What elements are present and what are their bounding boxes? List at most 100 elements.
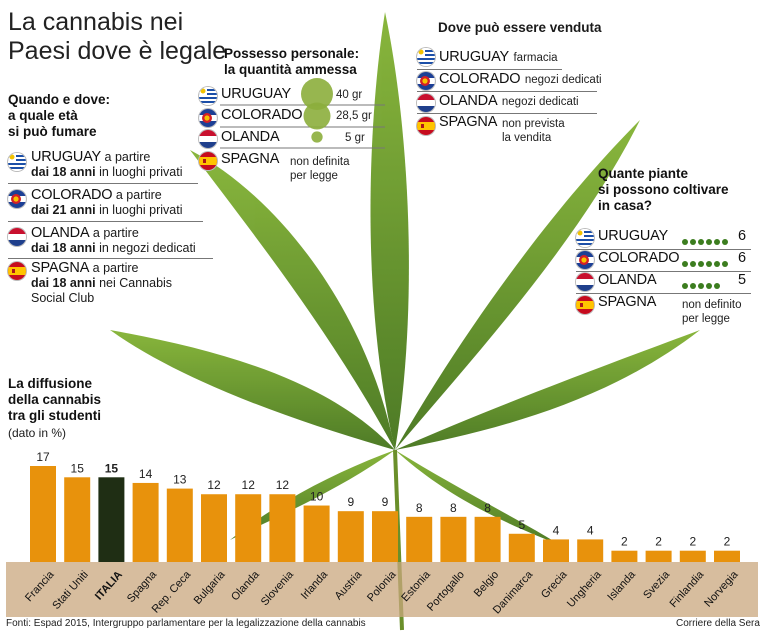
plant-dot — [706, 261, 712, 267]
spain-flag-icon — [417, 117, 435, 135]
bar-value-label: 2 — [689, 535, 696, 549]
bar-value-label: 12 — [207, 478, 221, 492]
category-band — [6, 562, 758, 617]
plants-value-olanda: 5 — [738, 272, 746, 288]
possession-value-uruguay: 40 gr — [336, 89, 363, 101]
plant-dot — [698, 261, 704, 267]
possession-country-spagna: SPAGNA — [221, 151, 280, 167]
plants-dots-uruguay — [682, 232, 730, 250]
sale-item-colorado: COLORADO negozi dedicati — [439, 71, 602, 87]
colorado-flag-icon — [417, 72, 435, 90]
bar-italia — [98, 477, 125, 562]
bar-value-label: 5 — [518, 518, 525, 532]
bar-bulgaria — [201, 494, 227, 562]
possession-country-uruguay: URUGUAY — [221, 86, 292, 102]
bar-danimarca — [508, 533, 535, 562]
plant-dot — [706, 239, 712, 245]
page-title: La cannabis nei Paesi dove è legale — [8, 8, 227, 65]
possession-bubble-uruguay — [301, 78, 333, 110]
plants-value-spagna: non definito per legge — [682, 299, 742, 325]
sale-item-olanda: OLANDA negozi dedicati — [439, 93, 579, 109]
bar-irlanda — [303, 505, 330, 562]
sources-note: Fonti: Espad 2015, Intergruppo parlament… — [6, 618, 366, 629]
uruguay-flag-icon — [576, 229, 594, 247]
bar-value-label: 15 — [105, 461, 119, 475]
sale-item-spagna: SPAGNA — [439, 114, 498, 130]
sale-note-spagna: non prevista la vendita — [502, 118, 565, 144]
bar-value-label: 8 — [416, 501, 423, 515]
chart-unit: (dato in %) — [8, 426, 67, 440]
bar-value-label: 4 — [553, 523, 560, 537]
plants-title: Quante piante si possono coltivare in ca… — [598, 166, 729, 213]
smoking-item-spagna: SPAGNA a partire dai 18 anni nei Cannabi… — [31, 260, 173, 306]
netherlands-flag-icon — [8, 228, 26, 246]
bar-slovenia — [269, 494, 296, 562]
plant-dot — [714, 283, 720, 289]
netherlands-flag-icon — [576, 273, 594, 291]
plant-dot — [698, 283, 704, 289]
bar-francia — [30, 466, 56, 562]
bar-value-label: 9 — [382, 495, 389, 509]
plants-dots-colorado — [682, 254, 730, 272]
bar-norvegia — [714, 550, 740, 562]
possession-bubble-olanda — [311, 131, 323, 143]
bar-svezia — [645, 550, 672, 562]
bar-grecia — [543, 539, 569, 562]
plant-dot — [714, 239, 720, 245]
plants-value-uruguay: 6 — [738, 228, 746, 244]
bar-ungheria — [577, 539, 604, 562]
possession-chart — [220, 78, 385, 149]
possession-value-colorado: 28,5 gr — [336, 110, 372, 122]
netherlands-flag-icon — [199, 130, 217, 148]
netherlands-flag-icon — [417, 94, 435, 112]
possession-country-olanda: OLANDA — [221, 129, 280, 145]
colorado-flag-icon — [8, 190, 26, 208]
plant-dot — [706, 283, 712, 289]
bar-austria — [337, 511, 364, 562]
possession-value-spagna: non definita per legge — [290, 156, 350, 182]
plant-dot — [714, 261, 720, 267]
bar-value-label: 12 — [242, 478, 256, 492]
chart-title: La diffusione della cannabis tra gli stu… — [8, 376, 102, 423]
plants-country-colorado: COLORADO — [598, 250, 680, 266]
smoking-item-olanda: OLANDA a partire dai 18 anni in negozi d… — [31, 225, 196, 256]
bar-value-label: 2 — [724, 535, 731, 549]
smoking-title: Quando e dove: a quale età si può fumare — [8, 92, 111, 139]
plant-dot — [698, 239, 704, 245]
spain-flag-icon — [576, 296, 594, 314]
plants-country-olanda: OLANDA — [598, 272, 657, 288]
bar-finlandia — [679, 550, 706, 562]
bar-value-label: 17 — [36, 450, 50, 464]
plant-dot — [690, 239, 696, 245]
possession-title: Possesso personale: la quantità ammessa — [224, 46, 360, 77]
bar-portogallo — [440, 516, 467, 562]
bar-olanda — [235, 494, 262, 562]
bar-value-label: 2 — [621, 535, 628, 549]
bar-value-label: 8 — [484, 501, 491, 515]
bar-islanda — [611, 550, 638, 562]
spain-flag-icon — [199, 152, 217, 170]
plants-country-spagna: SPAGNA — [598, 294, 657, 310]
possession-country-colorado: COLORADO — [221, 107, 303, 123]
sale-title: Dove può essere venduta — [438, 20, 602, 35]
uruguay-flag-icon — [199, 87, 217, 105]
plant-dot — [722, 261, 728, 267]
bar-value-label: 15 — [71, 461, 85, 475]
possession-value-olanda: 5 gr — [345, 132, 365, 144]
bar-value-label: 12 — [276, 478, 290, 492]
bar-value-label: 8 — [450, 501, 457, 515]
plant-dot — [682, 283, 688, 289]
bar-value-label: 10 — [310, 490, 324, 504]
plants-value-colorado: 6 — [738, 250, 746, 266]
bar-value-label: 13 — [173, 473, 187, 487]
bar-spagna — [132, 482, 159, 562]
uruguay-flag-icon — [8, 153, 26, 171]
smoking-item-uruguay: URUGUAY a partire dai 18 anni in luoghi … — [31, 149, 183, 180]
colorado-flag-icon — [576, 251, 594, 269]
plant-dot — [722, 239, 728, 245]
sale-item-uruguay: URUGUAY farmacia — [439, 49, 558, 65]
bar-value-label: 2 — [655, 535, 662, 549]
plant-dot — [690, 283, 696, 289]
bar-value-label: 9 — [347, 495, 354, 509]
